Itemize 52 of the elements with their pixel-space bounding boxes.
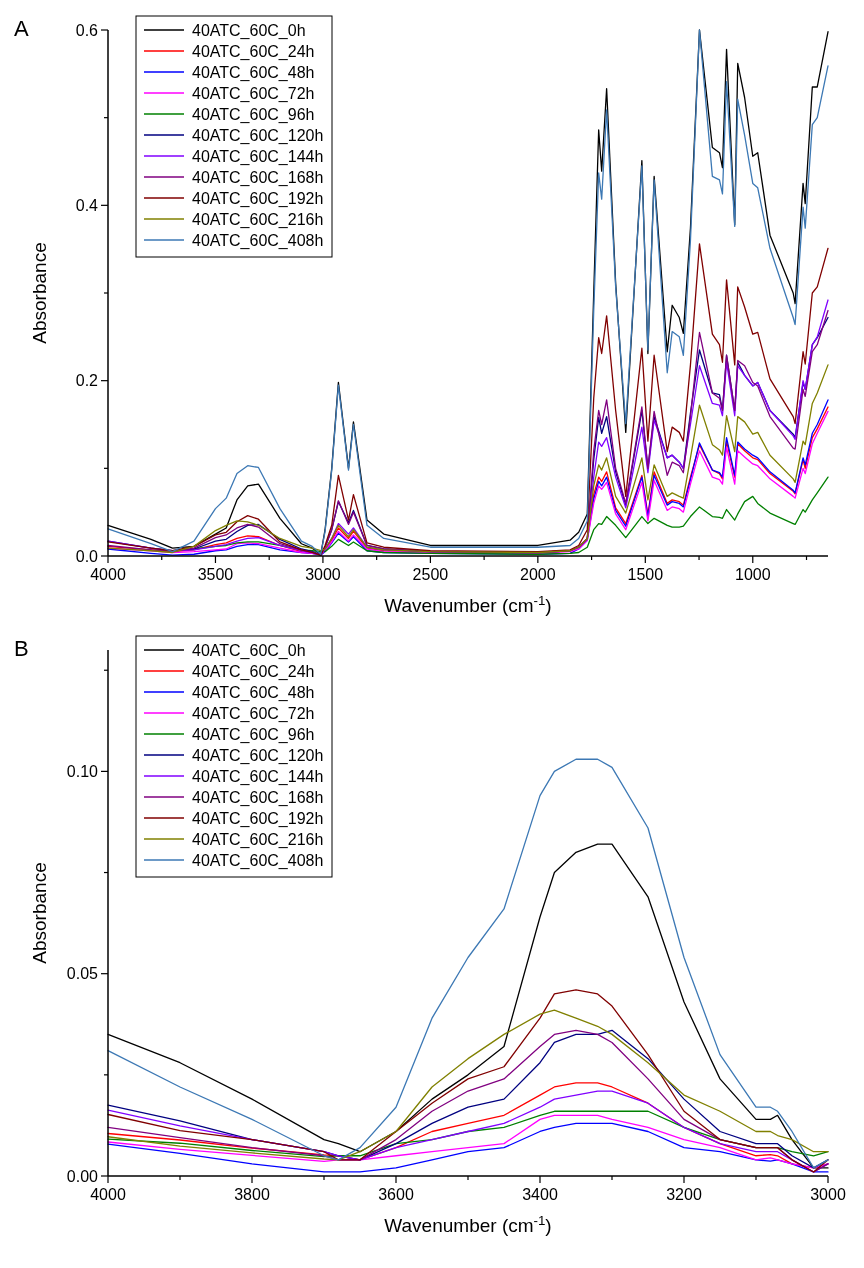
x-tick-label: 3200 [666,1186,702,1203]
x-tick-label: 3500 [197,566,234,583]
legend-label: 40ATC_60C_24h [192,42,315,61]
x-tick-label: 3400 [522,1186,558,1203]
legend-label: 40ATC_60C_0h [192,641,306,660]
x-tick-label: 4000 [90,566,126,583]
legend-label: 40ATC_60C_216h [192,210,324,229]
chart-title: B [14,636,29,661]
legend-label: 40ATC_60C_408h [192,231,324,250]
x-tick-label: 3600 [378,1186,414,1203]
legend-label: 40ATC_60C_96h [192,105,315,124]
y-tick-label: 0.05 [66,965,99,983]
legend-label: 40ATC_60C_120h [192,746,324,765]
y-tick-label: 0.00 [66,1167,99,1185]
y-tick-label: 0.0 [75,547,99,565]
legend-label: 40ATC_60C_48h [192,683,315,702]
legend-label: 40ATC_60C_72h [192,704,315,723]
line-series [107,1009,829,1161]
legend-label: 40ATC_60C_144h [192,147,324,166]
x-axis-title: Wavenumber (cm$^{-1}$) [384,1212,552,1236]
legend-label: 40ATC_60C_192h [192,809,324,828]
legend-label: 40ATC_60C_192h [192,189,324,208]
legend-label: 40ATC_60C_48h [192,63,315,82]
y-tick-label: 0.6 [75,21,99,39]
legend-label: 40ATC_60C_0h [192,21,306,40]
x-tick-label: 1000 [734,566,771,583]
legend-label: 40ATC_60C_144h [192,767,324,786]
line-series [107,1114,829,1169]
line-series [107,989,829,1173]
legend-label: 40ATC_60C_96h [192,725,315,744]
y-tick-label: 0.10 [66,762,99,780]
x-tick-label: 3000 [810,1186,846,1203]
legend-label: 40ATC_60C_216h [192,830,324,849]
y-tick-label: 0.2 [75,372,99,390]
line-series [107,1122,829,1173]
legend-label: 40ATC_60C_168h [192,788,324,807]
x-tick-label: 3000 [305,566,341,583]
legend-label: 40ATC_60C_24h [192,662,315,681]
x-tick-label: 2000 [520,566,556,583]
x-tick-label: 4000 [90,1186,126,1203]
y-tick-label: 0.4 [75,196,99,214]
y-axis-title: Absorbance [29,242,50,344]
x-tick-label: 3800 [234,1186,270,1203]
legend-label: 40ATC_60C_72h [192,84,315,103]
legend-label: 40ATC_60C_120h [192,126,324,145]
legend-label: 40ATC_60C_168h [192,168,324,187]
y-axis-title: Absorbance [29,862,50,964]
chart-title: A [14,16,29,41]
x-axis-title: Wavenumber (cm$^{-1}$) [384,592,552,616]
x-tick-label: 1500 [627,566,664,583]
legend-label: 40ATC_60C_408h [192,851,324,870]
x-tick-label: 2500 [412,566,449,583]
